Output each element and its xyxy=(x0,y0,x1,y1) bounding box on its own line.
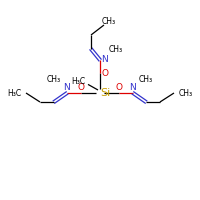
Text: CH₃: CH₃ xyxy=(101,17,115,26)
Text: O: O xyxy=(102,68,108,77)
Text: N: N xyxy=(64,83,70,92)
Text: CH₃: CH₃ xyxy=(179,88,193,98)
Text: CH₃: CH₃ xyxy=(139,75,153,84)
Text: Si: Si xyxy=(100,88,110,98)
Text: CH₃: CH₃ xyxy=(47,75,61,84)
Text: N: N xyxy=(130,83,136,92)
Text: CH₃: CH₃ xyxy=(108,45,122,53)
Text: O: O xyxy=(116,83,122,92)
Text: H₃C: H₃C xyxy=(71,77,85,86)
Text: H₃C: H₃C xyxy=(7,88,21,98)
Text: O: O xyxy=(78,83,84,92)
Text: N: N xyxy=(101,55,108,64)
